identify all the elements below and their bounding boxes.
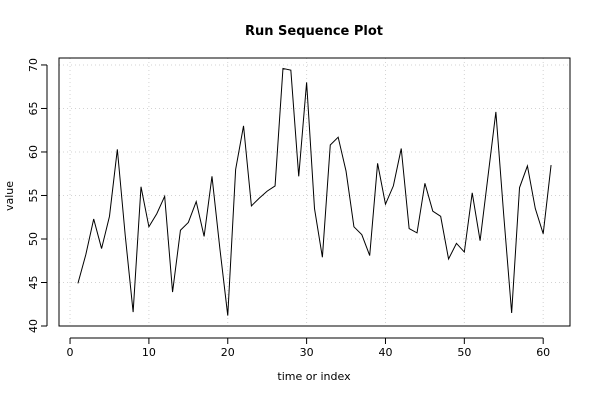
y-tick-label: 50 [27,232,40,246]
x-tick-label: 60 [536,346,550,359]
x-tick-label: 30 [300,346,314,359]
y-tick-label: 55 [27,188,40,202]
grid [59,58,570,327]
x-tick-label: 20 [221,346,235,359]
x-axis-label: time or index [277,370,351,383]
series-layer [77,67,552,316]
x-tick-label: 50 [457,346,471,359]
y-axis-label: value [3,181,16,211]
y-tick-label: 65 [27,101,40,115]
y-tick-label: 60 [27,145,40,159]
chart-title: Run Sequence Plot [245,24,383,39]
axes: 0 10 20 30 40 50 60 40 45 50 55 60 65 70 [27,57,571,359]
x-tick-label: 40 [378,346,392,359]
y-tick-label: 70 [27,58,40,72]
y-tick-label: 45 [27,275,40,289]
plot-frame [58,57,571,327]
y-tick-label: 40 [27,319,40,333]
x-tick-label: 0 [67,346,74,359]
series-line [77,67,552,316]
x-tick-label: 10 [142,346,156,359]
